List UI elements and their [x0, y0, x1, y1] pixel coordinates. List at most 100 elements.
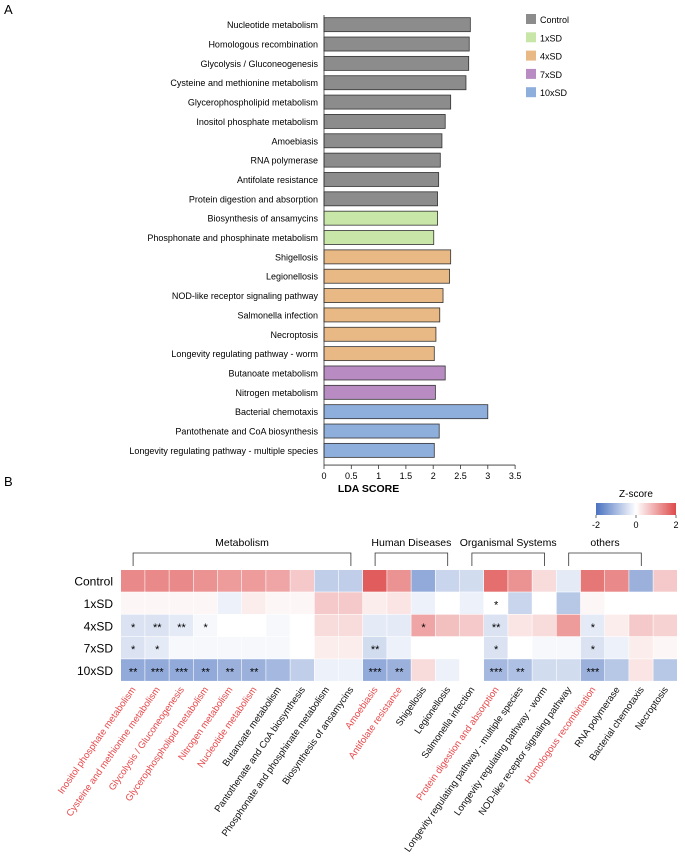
heatmap-cell [145, 659, 169, 681]
x-tick-label: 2 [431, 471, 436, 481]
significance-marker: ** [371, 644, 380, 656]
row-label: 7xSD [84, 642, 114, 656]
bar-18 [323, 346, 435, 362]
significance-marker: *** [369, 666, 383, 678]
heatmap-cell [387, 614, 411, 637]
significance-marker: * [421, 622, 426, 634]
significance-marker: ** [516, 666, 525, 678]
heatmap-cell [242, 592, 266, 614]
bar-21 [323, 404, 489, 420]
x-tick-label: 0 [321, 471, 326, 481]
bar-17 [323, 326, 437, 342]
heatmap-cell [580, 636, 605, 659]
heatmap-cell [532, 614, 556, 637]
heatmap-cell [411, 659, 435, 681]
heatmap-cell [290, 636, 314, 659]
heatmap-cell [484, 570, 508, 592]
row-label: 10xSD [77, 664, 113, 678]
group-label: Human Diseases [371, 537, 451, 549]
heatmap-cell [145, 636, 169, 659]
bar-11 [323, 210, 438, 226]
heatmap-cell [121, 592, 145, 614]
row-label: Control [74, 575, 113, 589]
panel-a-label: A [4, 2, 13, 17]
heatmap-cell [121, 570, 145, 592]
colorbar [596, 503, 676, 515]
heatmap-cell [290, 614, 314, 637]
heatmap-cell [508, 592, 532, 614]
heatmap-cell [435, 614, 460, 637]
heatmap-cell [338, 636, 363, 659]
group-label: Organismal Systems [460, 537, 557, 549]
bar-7 [323, 133, 443, 149]
heatmap-cell [435, 592, 460, 614]
heatmap-cell [653, 636, 677, 659]
heatmap-cell [629, 614, 653, 637]
significance-marker: ** [492, 622, 501, 634]
bar-label: Salmonella infection [237, 310, 318, 320]
panel-b-label: B [4, 474, 13, 489]
significance-marker: ** [226, 666, 235, 678]
significance-marker: * [131, 622, 136, 634]
heatmap-cell [121, 636, 145, 659]
bar-16 [323, 307, 441, 323]
heatmap-cell [338, 570, 363, 592]
heatmap-cell [290, 570, 314, 592]
heatmap-cell [459, 659, 484, 681]
heatmap-cell [653, 614, 677, 637]
colorbar-tick-label: -2 [592, 520, 600, 530]
group-bracket [568, 552, 642, 566]
heatmap-cell [193, 592, 218, 614]
heatmap-cell [484, 592, 508, 614]
heatmap-cell [363, 570, 387, 592]
heatmap-cell [653, 570, 677, 592]
significance-marker: *** [586, 666, 600, 678]
heatmap-cell [556, 659, 581, 681]
heatmap-cell [580, 592, 605, 614]
group-bracket [471, 552, 545, 566]
heatmap-cell [363, 592, 387, 614]
group-label: Metabolism [215, 537, 269, 549]
heatmap-cell [314, 570, 339, 592]
legend-label: 1xSD [540, 33, 563, 43]
heatmap-cell [508, 570, 532, 592]
heatmap-cell [121, 659, 145, 681]
heatmap-cell [411, 636, 435, 659]
heatmap-cell [459, 614, 484, 637]
heatmap-cell [605, 614, 629, 637]
heatmap-cell [338, 592, 363, 614]
significance-marker: *** [490, 666, 504, 678]
heatmap-cell [387, 570, 411, 592]
bar-15 [323, 288, 444, 303]
heatmap-cell [145, 592, 169, 614]
bar-label: Butanoate metabolism [228, 368, 318, 378]
heatmap-cell [338, 659, 363, 681]
heatmap-cell [242, 614, 266, 637]
heatmap-cell [484, 614, 508, 637]
legend-label: Control [540, 15, 569, 25]
heatmap-cell [459, 636, 484, 659]
column-label: Cysteine and methionine metabolism [64, 685, 162, 819]
legend-swatch [526, 14, 536, 24]
heatmap-cell [193, 570, 218, 592]
x-axis-title: LDA SCORE [338, 483, 399, 495]
colorbar-tick-label: 2 [673, 520, 678, 530]
heatmap-cell [387, 592, 411, 614]
legend-label: 10xSD [540, 88, 568, 98]
heatmap-cell [629, 570, 653, 592]
bar-19 [323, 365, 446, 381]
group-label: others [590, 537, 619, 549]
heatmap-cell [605, 636, 629, 659]
bar-label: Phosphonate and phosphinate metabolism [147, 233, 318, 243]
bar-label: Pantothenate and CoA biosynthesis [175, 427, 318, 437]
heatmap-cell [629, 659, 653, 681]
heatmap-cell [266, 614, 290, 637]
colorbar-tick-label: 0 [633, 520, 638, 530]
heatmap-cell [266, 592, 290, 614]
bar-8 [323, 152, 441, 168]
x-tick-label: 3 [485, 471, 490, 481]
bar-label: Bacterial chemotaxis [235, 407, 319, 417]
bar-9 [323, 172, 440, 187]
heatmap-cell [459, 570, 484, 592]
colorbar-title: Z-score [619, 489, 653, 500]
